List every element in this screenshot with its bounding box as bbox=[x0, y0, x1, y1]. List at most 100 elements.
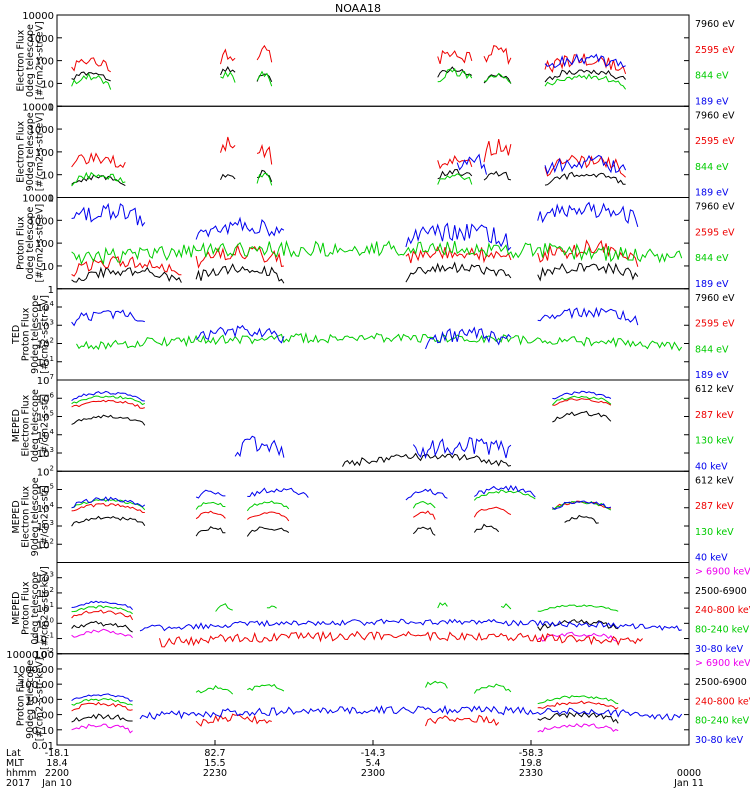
x-tick-label-mlt: 15.5 bbox=[204, 758, 225, 769]
legend-entry: 844 eV bbox=[695, 162, 729, 173]
y-tick-label: 103 bbox=[37, 571, 54, 585]
x-tick-label-time: 0000 bbox=[677, 768, 701, 779]
y-tick-label: 100 bbox=[35, 57, 54, 68]
panel-frame bbox=[56, 288, 690, 381]
x-tick-label-lat: 82.7 bbox=[204, 748, 225, 759]
series-7960-ev bbox=[71, 261, 639, 284]
x-tick-label-lat: -58.3 bbox=[519, 748, 544, 759]
legend-entry: 287 keV bbox=[695, 410, 734, 421]
legend-entry: 7960 eV bbox=[695, 202, 735, 213]
panel-frame bbox=[56, 379, 690, 472]
series-844-ev bbox=[71, 67, 627, 90]
y-tick-label: 100.00 bbox=[19, 680, 54, 691]
y-axis-label: Proton Flux0deg telescope[#/cm2-s-str-eV… bbox=[16, 204, 46, 283]
series-189-ev bbox=[71, 306, 639, 350]
y-tick-label: 103 bbox=[37, 318, 54, 332]
legend-entry: 2500-6900 bbox=[695, 677, 747, 688]
y-tick-label: 103 bbox=[37, 446, 54, 460]
series-189-ev bbox=[544, 53, 626, 69]
legend-entry: 2595 eV bbox=[695, 136, 735, 147]
x-tick-label-date: Jan 11 bbox=[673, 778, 704, 789]
legend-entry: 612 keV bbox=[695, 475, 734, 486]
x-tick-label-time: 2330 bbox=[519, 768, 543, 779]
panel-frame bbox=[56, 470, 690, 563]
y-tick-label: 104 bbox=[37, 428, 55, 442]
y-tick-label: 10-1 bbox=[34, 632, 54, 646]
series-240-800-kev bbox=[71, 609, 643, 648]
legend-entry: 2500-6900 bbox=[695, 586, 747, 597]
legend-entry: 7960 eV bbox=[695, 110, 735, 121]
legend-entry: 189 eV bbox=[695, 188, 729, 199]
legend-entry: > 6900 keV bbox=[695, 658, 750, 669]
panel-frame bbox=[56, 105, 690, 198]
legend-entry: 189 eV bbox=[695, 96, 729, 107]
legend-entry: 130 keV bbox=[695, 527, 734, 538]
panel-5: 102 103 104 105 106 107 MEPEDElectron Flux0deg… bbox=[11, 373, 734, 478]
legend-entry: 30-80 keV bbox=[695, 735, 744, 746]
x-row-label: hhmm bbox=[6, 768, 37, 779]
series-844-ev bbox=[71, 239, 683, 266]
series-287-kev bbox=[71, 500, 611, 522]
y-tick-label: 0.10 bbox=[32, 726, 54, 737]
y-tick-label: 1000.00 bbox=[13, 665, 54, 676]
series--6900-kev bbox=[71, 723, 619, 734]
legend-entry: 240-800 keV bbox=[695, 696, 750, 707]
series-2595-ev bbox=[71, 239, 639, 277]
x-tick-label-mlt: 19.8 bbox=[520, 758, 541, 769]
series-2595-ev bbox=[71, 136, 626, 178]
y-tick-label: 0.01 bbox=[32, 741, 54, 752]
legend-entry: > 6900 keV bbox=[695, 567, 750, 578]
y-axis-label: TEDProton Flux90deg telescope[#/cm2-s-st… bbox=[11, 295, 51, 374]
x-tick-label-date: Jan 10 bbox=[41, 778, 72, 789]
series-844-ev bbox=[76, 331, 683, 352]
series-612-kev bbox=[71, 410, 612, 467]
y-tick-label: 1 bbox=[48, 102, 54, 113]
y-tick-label: 102 bbox=[37, 337, 54, 351]
y-tick-label: 1 bbox=[48, 285, 54, 296]
panel-frame bbox=[56, 197, 690, 290]
y-axis-label: MEPEDProton Flux0deg telescope[#/cm2-s-s… bbox=[11, 566, 51, 650]
series-30-80-kev bbox=[71, 693, 683, 721]
y-tick-label: 104 bbox=[37, 300, 55, 314]
legend-entry: 240-800 keV bbox=[695, 605, 750, 616]
series-80-240-kev bbox=[71, 680, 619, 706]
x-tick-label-time: 2230 bbox=[203, 768, 227, 779]
y-tick-label: 10 bbox=[41, 262, 54, 273]
legend-entry: 189 eV bbox=[695, 279, 729, 290]
series-2595-ev bbox=[71, 44, 627, 75]
legend-entry: 844 eV bbox=[695, 344, 729, 355]
series--6900-kev bbox=[71, 628, 619, 643]
series-2500-6900 bbox=[71, 711, 619, 724]
series-80-240-kev bbox=[71, 602, 619, 615]
y-tick-label: 102 bbox=[37, 537, 54, 551]
series-130-kev bbox=[71, 489, 612, 512]
legend-entry: 30-80 keV bbox=[695, 644, 744, 655]
series-30-80-kev bbox=[71, 600, 682, 632]
y-tick-label: 1.00 bbox=[32, 711, 54, 722]
y-tick-label: 100 bbox=[35, 239, 54, 250]
y-tick-label: 102 bbox=[37, 586, 54, 600]
series-40-kev bbox=[71, 390, 612, 460]
series-130-kev bbox=[71, 395, 612, 406]
series-612-kev bbox=[71, 514, 599, 537]
y-axis-label: Proton Flux90deg telescope[#/cm2-s-str-k… bbox=[16, 657, 46, 741]
series-240-800-kev bbox=[71, 700, 619, 727]
legend-entry: 844 eV bbox=[695, 253, 729, 264]
panel-8: 0.01 0.10 1.00 10.00 100.00 1000.00 10000.00Pr… bbox=[6, 650, 750, 752]
x-tick-label-time: 2300 bbox=[361, 768, 385, 779]
legend-entry: 7960 eV bbox=[695, 293, 735, 304]
series-844-ev bbox=[71, 171, 473, 187]
y-tick-label: 101 bbox=[37, 355, 54, 369]
panel-frame bbox=[56, 653, 690, 746]
y-tick-label: 1000 bbox=[29, 216, 54, 227]
y-tick-label: 106 bbox=[37, 391, 55, 405]
legend-entry: 80-240 keV bbox=[695, 716, 750, 727]
y-tick-label: 107 bbox=[37, 373, 54, 387]
